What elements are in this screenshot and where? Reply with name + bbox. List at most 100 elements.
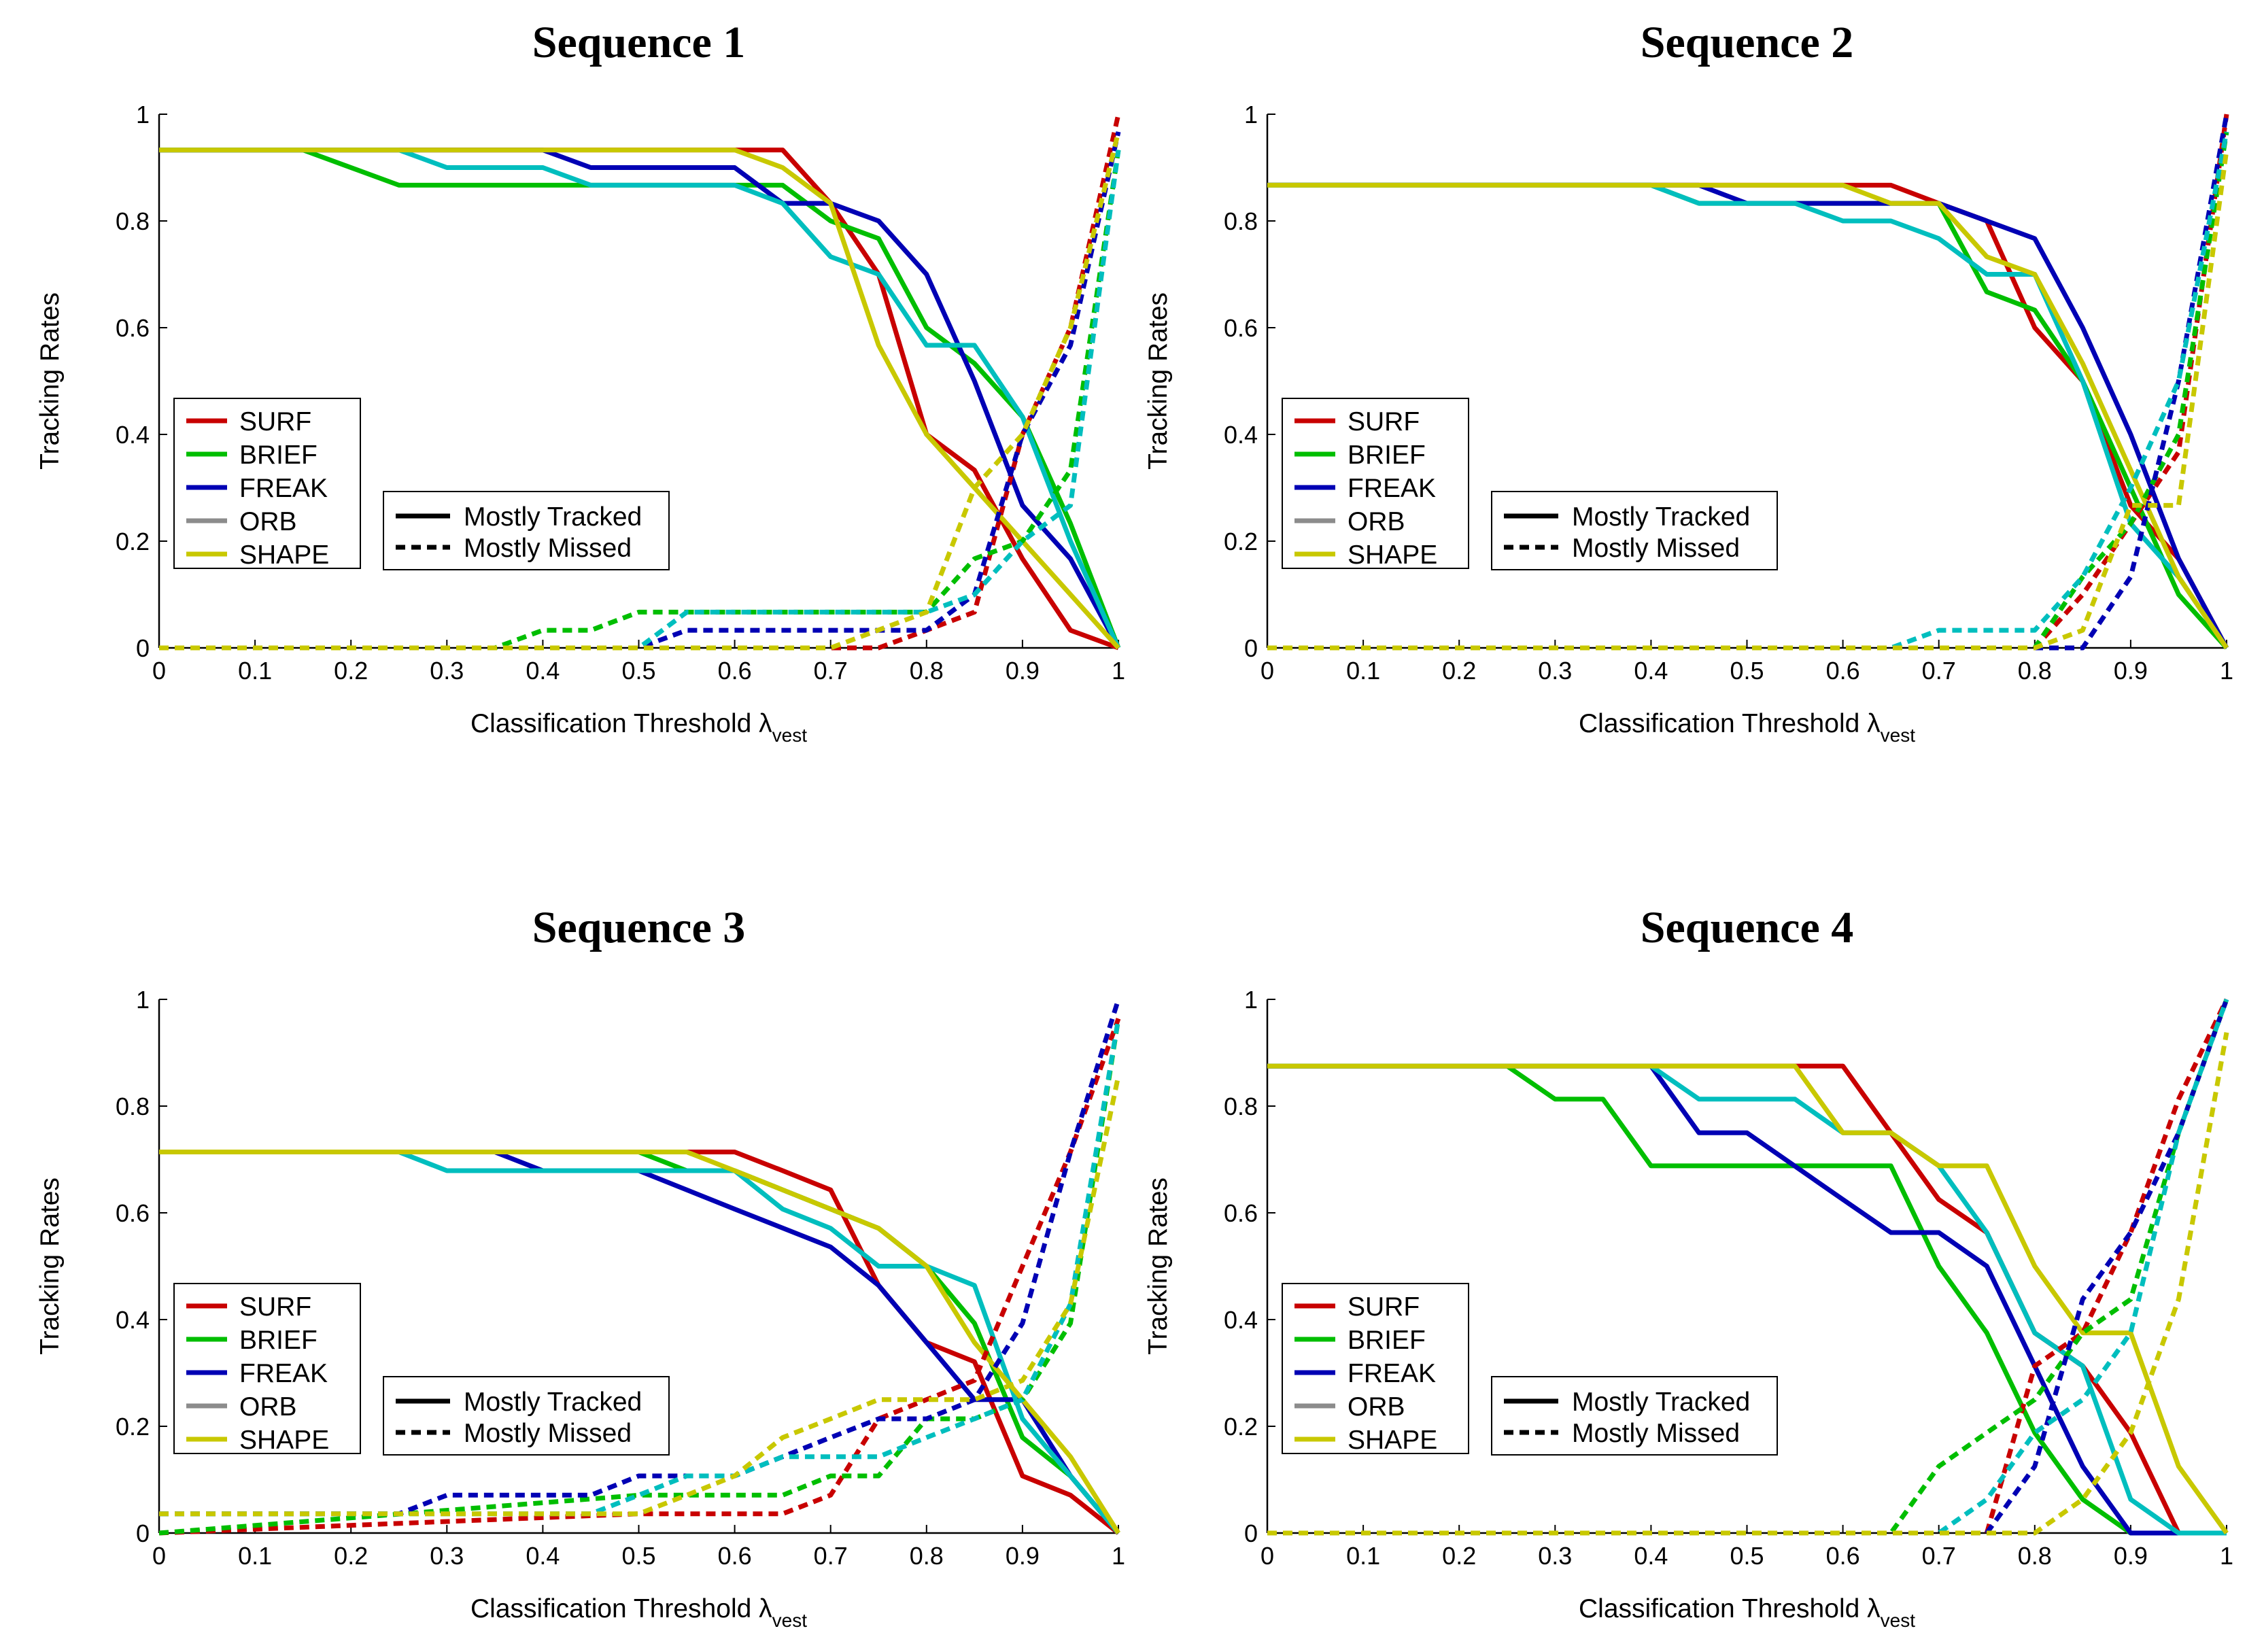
x-tick-label: 0.5 [1730, 1542, 1764, 1570]
series-line-shape-missed [159, 1075, 1121, 1517]
x-tick-label: 1 [2220, 657, 2233, 685]
y-axis-label: Tracking Rates [35, 1177, 65, 1355]
x-tick-label: 0.3 [430, 657, 464, 685]
series-line-shape-missed [1267, 1032, 2229, 1536]
chart-title: Sequence 4 [1641, 903, 1854, 952]
y-axis-label: Tracking Rates [1144, 292, 1173, 470]
legend-label-brief: BRIEF [1348, 441, 1426, 470]
y-tick-label: 1 [136, 101, 150, 128]
chart-title: Sequence 2 [1641, 18, 1854, 67]
series-group [1267, 114, 2229, 651]
x-tick-label: 0.8 [910, 1542, 944, 1570]
descriptor-legend: SURF BRIEF FREAK ORB SHAPE [173, 1283, 361, 1455]
series-line-cyan-missed [1267, 131, 2229, 651]
y-tick-label: 0.4 [1224, 421, 1258, 449]
series-line-cyan-missed [159, 1018, 1121, 1517]
x-tick-label: 0.1 [1346, 657, 1380, 685]
style-label-tracked: Mostly Tracked [464, 502, 642, 532]
series-line-freak-tracked [159, 148, 1121, 649]
y-tick-label: 0.4 [116, 1306, 150, 1334]
x-tick-label: 0.5 [621, 657, 655, 685]
series-line-surf-missed [159, 114, 1121, 651]
series-line-surf-tracked [159, 148, 1120, 651]
y-tick-label: 0 [136, 634, 150, 662]
legend-label-freak: FREAK [1348, 1359, 1436, 1388]
x-axis-label: Classification Threshold λvest [1579, 709, 1915, 746]
series-line-freak-missed [159, 131, 1121, 651]
x-tick-label: 0 [152, 657, 166, 685]
legend-label-surf: SURF [239, 1292, 311, 1322]
legend-label-freak: FREAK [239, 1359, 328, 1388]
legend-label-brief: BRIEF [239, 441, 318, 470]
x-axis-label: Classification Threshold λvest [470, 709, 807, 746]
legend-box [173, 1283, 361, 1454]
x-tick-label: 0.7 [814, 1542, 848, 1570]
x-tick-label: 0 [1260, 657, 1274, 685]
chart-panel-3: Sequence 3 0 0.1 0.2 0.3 0.4 0.5 0.6 0.7 0.8 0.9 1 0… [35, 903, 1125, 1631]
series-line-brief-missed [158, 1018, 1121, 1536]
x-tick-label: 0.1 [238, 1542, 272, 1570]
x-tick-label: 0.6 [718, 657, 752, 685]
legend-label-brief: BRIEF [239, 1326, 318, 1355]
y-tick-label: 0.6 [1224, 1199, 1258, 1227]
chart-panel-1: Sequence 1 0 0.1 0.2 0.3 0.4 0.5 0.6 0.7 0.8 0.9 1 0… [35, 18, 1125, 746]
y-axis-label: Tracking Rates [1144, 1177, 1173, 1355]
series-line-brief-missed [1267, 998, 2229, 1536]
x-tick-label: 0.3 [430, 1542, 464, 1570]
series-line-brief-missed [159, 150, 1121, 651]
x-tick-label: 0.4 [526, 657, 560, 685]
x-axis-label: Classification Threshold λvest [470, 1594, 807, 1631]
x-tick-label: 0.4 [1634, 657, 1668, 685]
x-tick-label: 0.2 [334, 1542, 368, 1570]
x-tick-label: 0.8 [910, 657, 944, 685]
legend-box [1282, 1283, 1469, 1454]
series-line-freak-tracked [1267, 1063, 2227, 1536]
descriptor-legend: SURF BRIEF FREAK ORB SHAPE [1282, 1283, 1469, 1455]
y-tick-label: 0.6 [1224, 314, 1258, 342]
series-line-shape-tracked [1267, 1063, 2229, 1535]
y-tick-label: 0 [1244, 634, 1258, 662]
x-tick-label: 0.4 [1634, 1542, 1668, 1570]
x-tick-label: 0.7 [814, 657, 848, 685]
chart-title: Sequence 1 [532, 18, 746, 67]
x-tick-label: 1 [1112, 1542, 1125, 1570]
x-tick-label: 1 [2220, 1542, 2233, 1570]
chart-title: Sequence 3 [532, 903, 746, 952]
y-tick-label: 0.8 [116, 207, 150, 235]
legend-box [173, 398, 361, 569]
y-tick-label: 1 [1244, 986, 1258, 1014]
legend-label-orb: ORB [239, 1392, 297, 1422]
style-label-missed: Mostly Missed [464, 534, 632, 563]
series-line-shape-tracked [159, 148, 1120, 650]
style-legend-box [383, 1376, 670, 1456]
style-label-tracked: Mostly Tracked [1572, 502, 1750, 532]
legend-label-orb: ORB [1348, 507, 1405, 536]
y-tick-label: 0.2 [116, 1413, 150, 1441]
x-tick-label: 0.3 [1538, 1542, 1572, 1570]
x-tick-label: 0 [152, 1542, 166, 1570]
style-label-missed: Mostly Missed [464, 1419, 632, 1448]
x-tick-label: 0.4 [526, 1542, 560, 1570]
chart-panel-4: Sequence 4 0 0.1 0.2 0.3 0.4 0.5 0.6 0.7 0.8 0.9 1 0… [1144, 903, 2233, 1631]
y-tick-label: 0 [136, 1519, 150, 1547]
style-label-missed: Mostly Missed [1572, 1419, 1740, 1448]
x-tick-label: 0.5 [621, 1542, 655, 1570]
style-label-tracked: Mostly Tracked [1572, 1388, 1750, 1417]
series-line-cyan-missed [1267, 998, 2229, 1536]
series-line-shape-tracked [1267, 182, 2229, 649]
y-axis-label: Tracking Rates [35, 292, 65, 470]
y-tick-label: 0 [1244, 1519, 1258, 1547]
style-legend-box [1491, 1376, 1778, 1456]
x-tick-label: 0.9 [1006, 657, 1040, 685]
y-tick-label: 0.2 [1224, 1413, 1258, 1441]
legend-label-shape: SHAPE [1348, 1426, 1437, 1455]
legend-label-orb: ORB [239, 507, 297, 536]
legend-label-surf: SURF [239, 407, 311, 436]
x-tick-label: 0.7 [1922, 657, 1956, 685]
legend-label-surf: SURF [1348, 1292, 1420, 1322]
